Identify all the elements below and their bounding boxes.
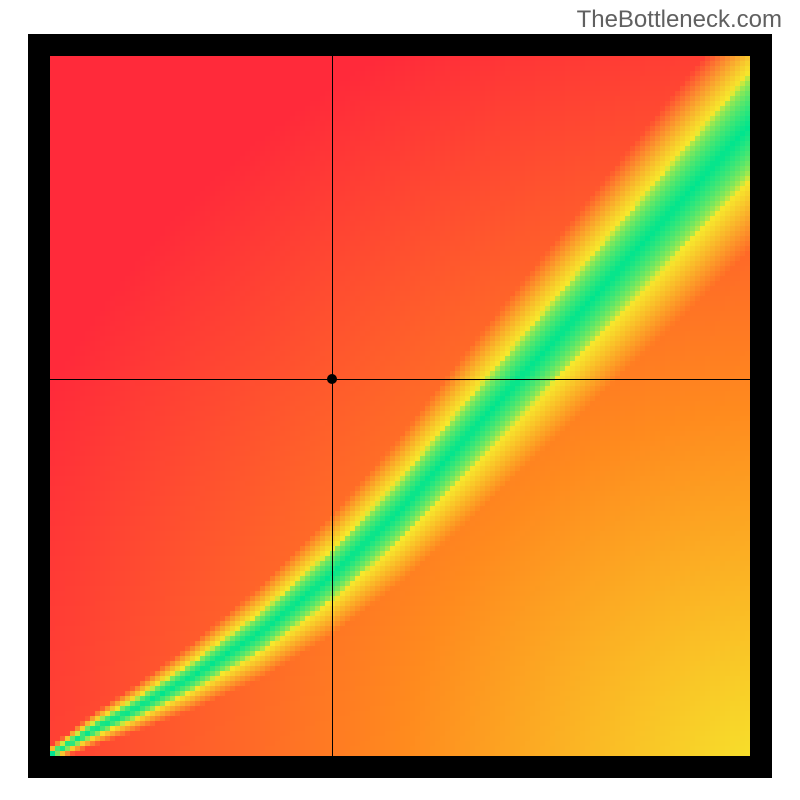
heatmap-canvas — [50, 56, 750, 756]
plot-border — [28, 34, 772, 778]
watermark-text: TheBottleneck.com — [577, 6, 782, 34]
crosshair-vertical — [332, 56, 333, 756]
crosshair-point — [327, 374, 337, 384]
crosshair-horizontal — [50, 379, 750, 380]
plot-area — [50, 56, 750, 756]
chart-container: TheBottleneck.com — [0, 0, 800, 800]
